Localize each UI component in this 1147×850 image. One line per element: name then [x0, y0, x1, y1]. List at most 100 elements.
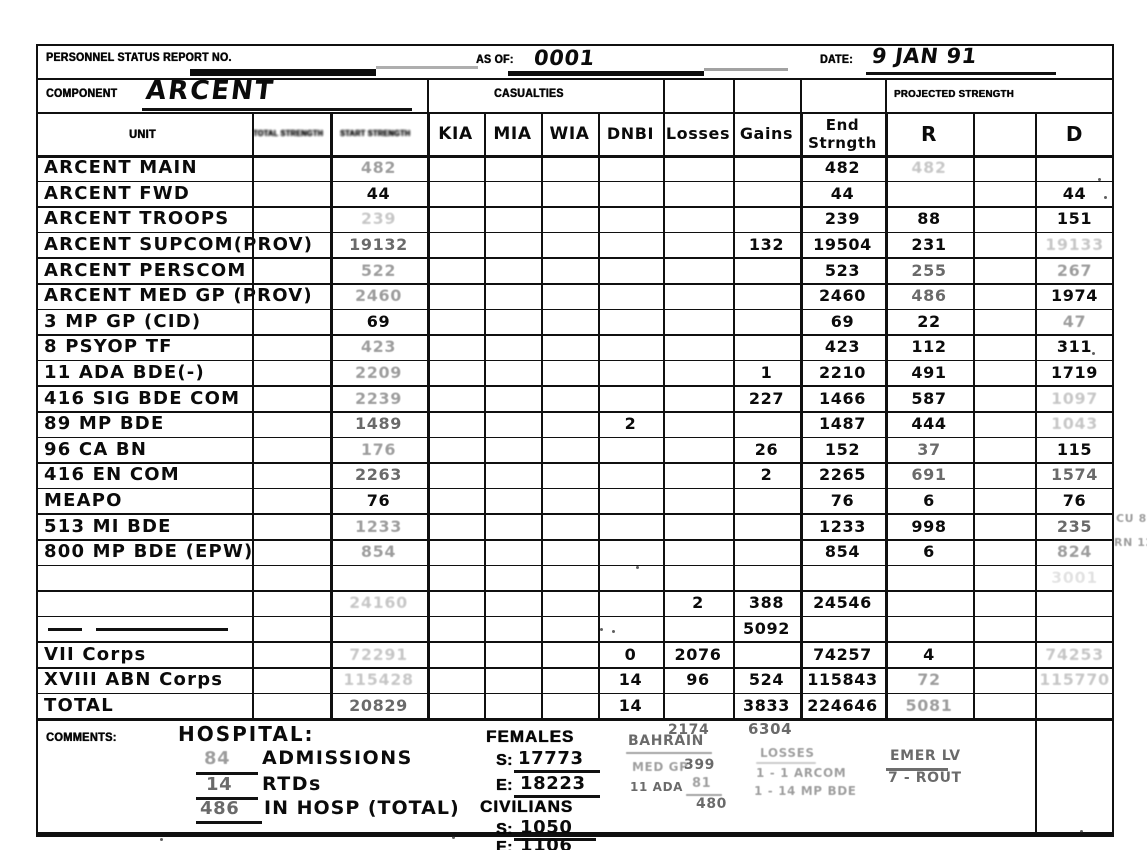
cell-d[interactable]: 1974 — [1035, 283, 1114, 309]
cell-dnbi[interactable]: 0 — [598, 641, 663, 667]
cell-d[interactable]: 115770 — [1035, 667, 1114, 693]
cell-d[interactable]: 1574 — [1035, 462, 1114, 488]
cell-d[interactable]: 115 — [1035, 437, 1114, 463]
cell-start[interactable]: 69 — [330, 309, 427, 335]
cell-gains[interactable]: 132 — [733, 232, 800, 258]
cell-start[interactable]: 1489 — [330, 411, 427, 437]
cell-dnbi[interactable]: 2 — [598, 411, 663, 437]
cell-start[interactable]: 20829 — [330, 693, 427, 719]
cell-start[interactable]: 44 — [330, 181, 427, 207]
civilians-e-value[interactable]: 1106 — [520, 835, 573, 850]
cell-r[interactable]: 998 — [885, 513, 973, 539]
cell-start[interactable]: 2239 — [330, 385, 427, 411]
cell-end[interactable]: 2265 — [800, 462, 885, 488]
cell-unit[interactable]: ARCENT SUPCOM(PROV) — [36, 232, 312, 258]
cell-gains[interactable]: 26 — [733, 437, 800, 463]
cell-start[interactable]: 1233 — [330, 513, 427, 539]
cell-end[interactable]: 523 — [800, 257, 885, 283]
cell-unit[interactable]: XVIII ABN Corps — [36, 667, 252, 693]
cell-d[interactable]: 1043 — [1035, 411, 1114, 437]
cell-losses[interactable]: 2 — [663, 590, 733, 616]
cell-end[interactable]: 24546 — [800, 590, 885, 616]
cell-unit[interactable]: 3 MP GP (CID) — [36, 309, 252, 335]
cell-end[interactable]: 1466 — [800, 385, 885, 411]
cell-end[interactable]: 224646 — [800, 693, 885, 719]
females-s-value[interactable]: 17773 — [518, 748, 584, 769]
cell-dnbi[interactable]: 14 — [598, 693, 663, 719]
cell-d[interactable]: 47 — [1035, 309, 1114, 335]
cell-unit[interactable]: ARCENT TROOPS — [36, 206, 252, 232]
cell-unit[interactable]: 11 ADA BDE(-) — [36, 360, 252, 386]
date-value[interactable]: 9 JAN 91 — [870, 44, 979, 68]
cell-d[interactable]: 311 — [1035, 334, 1114, 360]
cell-unit[interactable]: ARCENT FWD — [36, 181, 252, 207]
cell-gains[interactable]: 3833 — [733, 693, 800, 719]
cell-end[interactable]: 482 — [800, 155, 885, 181]
cell-end[interactable]: 152 — [800, 437, 885, 463]
cell-start[interactable]: 522 — [330, 257, 427, 283]
cell-losses[interactable]: 2076 — [663, 641, 733, 667]
cell-r[interactable]: 482 — [885, 155, 973, 181]
cell-end[interactable]: 2460 — [800, 283, 885, 309]
cell-end[interactable]: 74257 — [800, 641, 885, 667]
cell-d[interactable]: 3001 — [1035, 565, 1114, 591]
cell-r[interactable]: 22 — [885, 309, 973, 335]
cell-end[interactable]: 1487 — [800, 411, 885, 437]
cell-r[interactable]: 587 — [885, 385, 973, 411]
cell-d[interactable]: 151 — [1035, 206, 1114, 232]
component-value[interactable]: ARCENT — [144, 76, 277, 106]
cell-unit[interactable]: ARCENT PERSCOM — [36, 257, 252, 283]
cell-start[interactable]: 76 — [330, 488, 427, 514]
cell-start[interactable]: 854 — [330, 539, 427, 565]
cell-r[interactable]: 4 — [885, 641, 973, 667]
cell-d[interactable]: 76 — [1035, 488, 1114, 514]
cell-end[interactable]: 69 — [800, 309, 885, 335]
cell-gains[interactable]: 227 — [733, 385, 800, 411]
civilians-s-value[interactable]: 1050 — [520, 817, 573, 838]
cell-r[interactable]: 486 — [885, 283, 973, 309]
cell-end[interactable]: 1233 — [800, 513, 885, 539]
cell-start[interactable]: 115428 — [330, 667, 427, 693]
cell-d[interactable]: 235 — [1035, 513, 1114, 539]
cell-start[interactable]: 482 — [330, 155, 427, 181]
cell-gains[interactable]: 5092 — [733, 616, 800, 642]
cell-start[interactable]: 72291 — [330, 641, 427, 667]
cell-start[interactable]: 19132 — [330, 232, 427, 258]
cell-r[interactable]: 491 — [885, 360, 973, 386]
admissions-value[interactable]: 84 — [204, 748, 231, 769]
cell-unit[interactable]: 513 MI BDE — [36, 513, 252, 539]
cell-unit[interactable]: 800 MP BDE (EPW) — [36, 539, 252, 565]
in-hosp-value[interactable]: 486 — [200, 798, 240, 819]
cell-start[interactable]: 2460 — [330, 283, 427, 309]
cell-d[interactable]: 74253 — [1035, 641, 1114, 667]
cell-d[interactable]: 267 — [1035, 257, 1114, 283]
cell-start[interactable]: 24160 — [330, 590, 427, 616]
cell-gains[interactable]: 2 — [733, 462, 800, 488]
cell-gains[interactable]: 524 — [733, 667, 800, 693]
cell-end[interactable]: 76 — [800, 488, 885, 514]
cell-dnbi[interactable]: 14 — [598, 667, 663, 693]
cell-d[interactable]: 1719 — [1035, 360, 1114, 386]
cell-r[interactable]: 112 — [885, 334, 973, 360]
cell-start[interactable]: 239 — [330, 206, 427, 232]
cell-unit[interactable]: ARCENT MAIN — [36, 155, 252, 181]
cell-d[interactable]: 1097 — [1035, 385, 1114, 411]
cell-gains[interactable]: 388 — [733, 590, 800, 616]
cell-unit[interactable]: 416 SIG BDE COM — [36, 385, 252, 411]
cell-r[interactable]: 6 — [885, 539, 973, 565]
cell-unit[interactable]: ARCENT MED GP (PROV) — [36, 283, 312, 309]
cell-r[interactable]: 444 — [885, 411, 973, 437]
cell-unit[interactable]: MEAPO — [36, 488, 252, 514]
cell-r[interactable]: 72 — [885, 667, 973, 693]
cell-unit[interactable]: 89 MP BDE — [36, 411, 252, 437]
cell-r[interactable]: 691 — [885, 462, 973, 488]
cell-r[interactable]: 6 — [885, 488, 973, 514]
cell-d[interactable]: 824 — [1035, 539, 1114, 565]
cell-r[interactable]: 5081 — [885, 693, 973, 719]
cell-start[interactable]: 176 — [330, 437, 427, 463]
cell-start[interactable]: 423 — [330, 334, 427, 360]
cell-end[interactable]: 44 — [800, 181, 885, 207]
cell-start[interactable]: 2209 — [330, 360, 427, 386]
cell-end[interactable]: 854 — [800, 539, 885, 565]
females-e-value[interactable]: 18223 — [520, 773, 586, 794]
